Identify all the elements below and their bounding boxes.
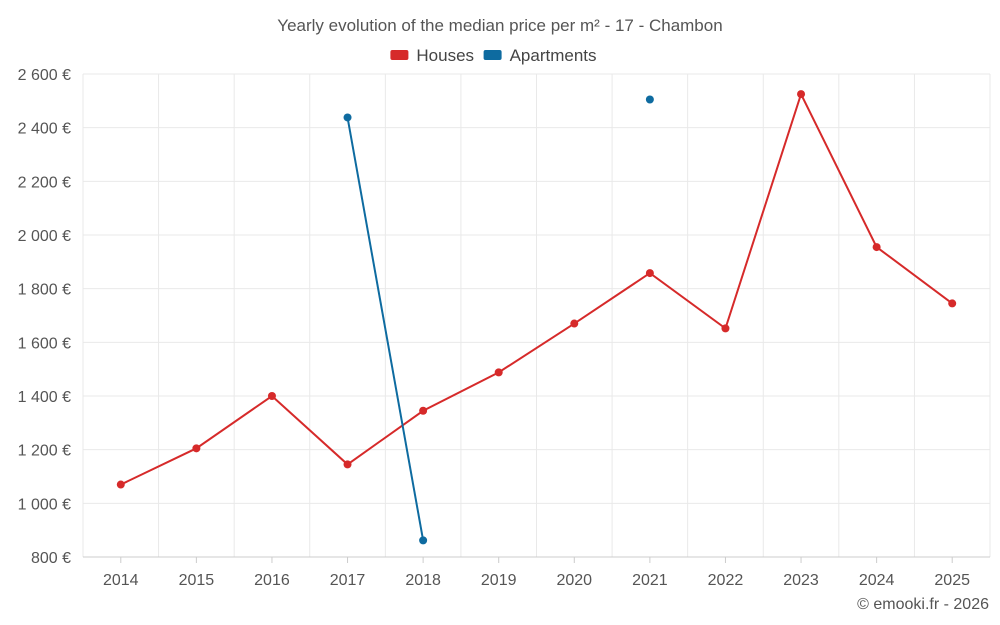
series-line bbox=[346, 117, 425, 541]
y-tick-label: 1 600 € bbox=[18, 335, 71, 352]
data-point-houses-2018[interactable] bbox=[419, 406, 428, 415]
y-axis: 800 € 1 000 € 1 200 € 1 400 € 1 600 € 1 800 €… bbox=[18, 67, 71, 567]
y-tick-label: 800 € bbox=[31, 550, 71, 567]
y-tick-label: 1 000 € bbox=[18, 496, 71, 513]
legend-label: Houses bbox=[416, 46, 474, 65]
y-tick-label: 2 600 € bbox=[18, 67, 71, 84]
y-tick-label: 2 400 € bbox=[18, 121, 71, 138]
x-tick-label: 2016 bbox=[254, 572, 290, 589]
legend-swatch bbox=[390, 50, 409, 60]
y-tick-label: 2 000 € bbox=[18, 228, 71, 245]
data-point-houses-2022[interactable] bbox=[721, 324, 730, 333]
x-tick-label: 2020 bbox=[556, 572, 592, 589]
legend-item-apartments[interactable]: Apartments bbox=[483, 46, 597, 65]
series-apartments[interactable] bbox=[343, 95, 654, 545]
data-point-apartments-2017[interactable] bbox=[343, 113, 352, 122]
data-point-houses-2021[interactable] bbox=[645, 269, 654, 278]
legend-swatch bbox=[483, 50, 502, 60]
y-tick-label: 1 200 € bbox=[18, 443, 71, 460]
x-tick-label: 2021 bbox=[632, 572, 668, 589]
legend[interactable]: Houses Apartments bbox=[390, 46, 597, 65]
data-point-houses-2023[interactable] bbox=[797, 90, 806, 99]
chart-title: Yearly evolution of the median price per… bbox=[277, 16, 722, 35]
grid bbox=[82, 73, 991, 557]
data-point-houses-2014[interactable] bbox=[116, 480, 125, 489]
data-point-houses-2016[interactable] bbox=[267, 392, 276, 400]
x-tick-label: 2023 bbox=[783, 572, 819, 589]
y-tick-label: 2 200 € bbox=[18, 174, 71, 191]
series-line bbox=[120, 91, 953, 486]
copyright-text: © emooki.fr - 2026 bbox=[857, 596, 989, 613]
x-axis: 2014 2015 2016 2017 2018 2019 2020 2021 2022 2023… bbox=[83, 556, 990, 589]
x-tick-label: 2017 bbox=[330, 572, 366, 589]
x-tick-label: 2022 bbox=[708, 572, 744, 589]
legend-label: Apartments bbox=[510, 46, 597, 65]
x-tick-label: 2019 bbox=[481, 572, 517, 589]
data-point-houses-2019[interactable] bbox=[494, 368, 503, 377]
x-tick-label: 2014 bbox=[103, 572, 139, 589]
data-point-houses-2020[interactable] bbox=[570, 319, 579, 328]
data-point-apartments-2021[interactable] bbox=[645, 95, 654, 104]
x-tick-label: 2015 bbox=[179, 572, 215, 589]
data-point-apartments-2018[interactable] bbox=[419, 536, 428, 545]
series-layer[interactable] bbox=[116, 90, 957, 545]
x-tick-label: 2025 bbox=[934, 572, 970, 589]
series-houses[interactable] bbox=[116, 90, 957, 489]
x-tick-label: 2024 bbox=[859, 572, 895, 589]
y-tick-label: 1 400 € bbox=[18, 389, 71, 406]
legend-item-houses[interactable]: Houses bbox=[390, 46, 474, 65]
y-tick-label: 1 800 € bbox=[18, 282, 71, 299]
x-tick-label: 2018 bbox=[405, 572, 441, 589]
data-point-houses-2017[interactable] bbox=[343, 460, 352, 469]
data-point-houses-2024[interactable] bbox=[872, 243, 881, 252]
data-point-houses-2015[interactable] bbox=[192, 444, 201, 453]
data-point-houses-2025[interactable] bbox=[948, 299, 957, 308]
